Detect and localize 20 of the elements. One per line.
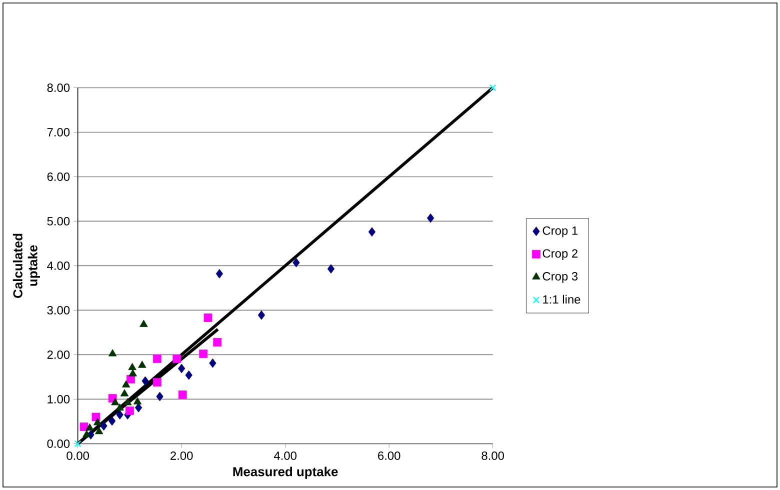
y-tick-label: 2.00 xyxy=(47,350,70,359)
x-tick-label: 4.00 xyxy=(274,451,296,460)
x-tick-label: 6.00 xyxy=(378,451,400,460)
x-axis-title: Measured uptake xyxy=(233,466,338,479)
legend-label: Crop 2 xyxy=(542,249,578,260)
legend-label: Crop 1 xyxy=(542,226,578,238)
x-tick-label: 8.00 xyxy=(482,451,504,460)
legend-label: 1:1 line xyxy=(543,294,580,304)
y-tick-label: 4.00 xyxy=(47,261,70,270)
y-tick-label: 1.00 xyxy=(48,394,70,404)
y-tick-label: 5.00 xyxy=(47,216,70,226)
y-tick-label: 7.00 xyxy=(47,128,70,136)
y-axis-title: Calculated uptake xyxy=(12,234,40,298)
y-tick-label: 3.00 xyxy=(47,306,70,314)
x-tick-label: 0.00 xyxy=(66,451,89,460)
y-tick-label: 8.00 xyxy=(47,83,70,92)
y-tick-label: 0.00 xyxy=(47,439,70,448)
legend-label: Crop 3 xyxy=(542,272,578,283)
x-tick-label: 2.00 xyxy=(170,451,193,460)
y-tick-label: 6.00 xyxy=(47,172,70,181)
